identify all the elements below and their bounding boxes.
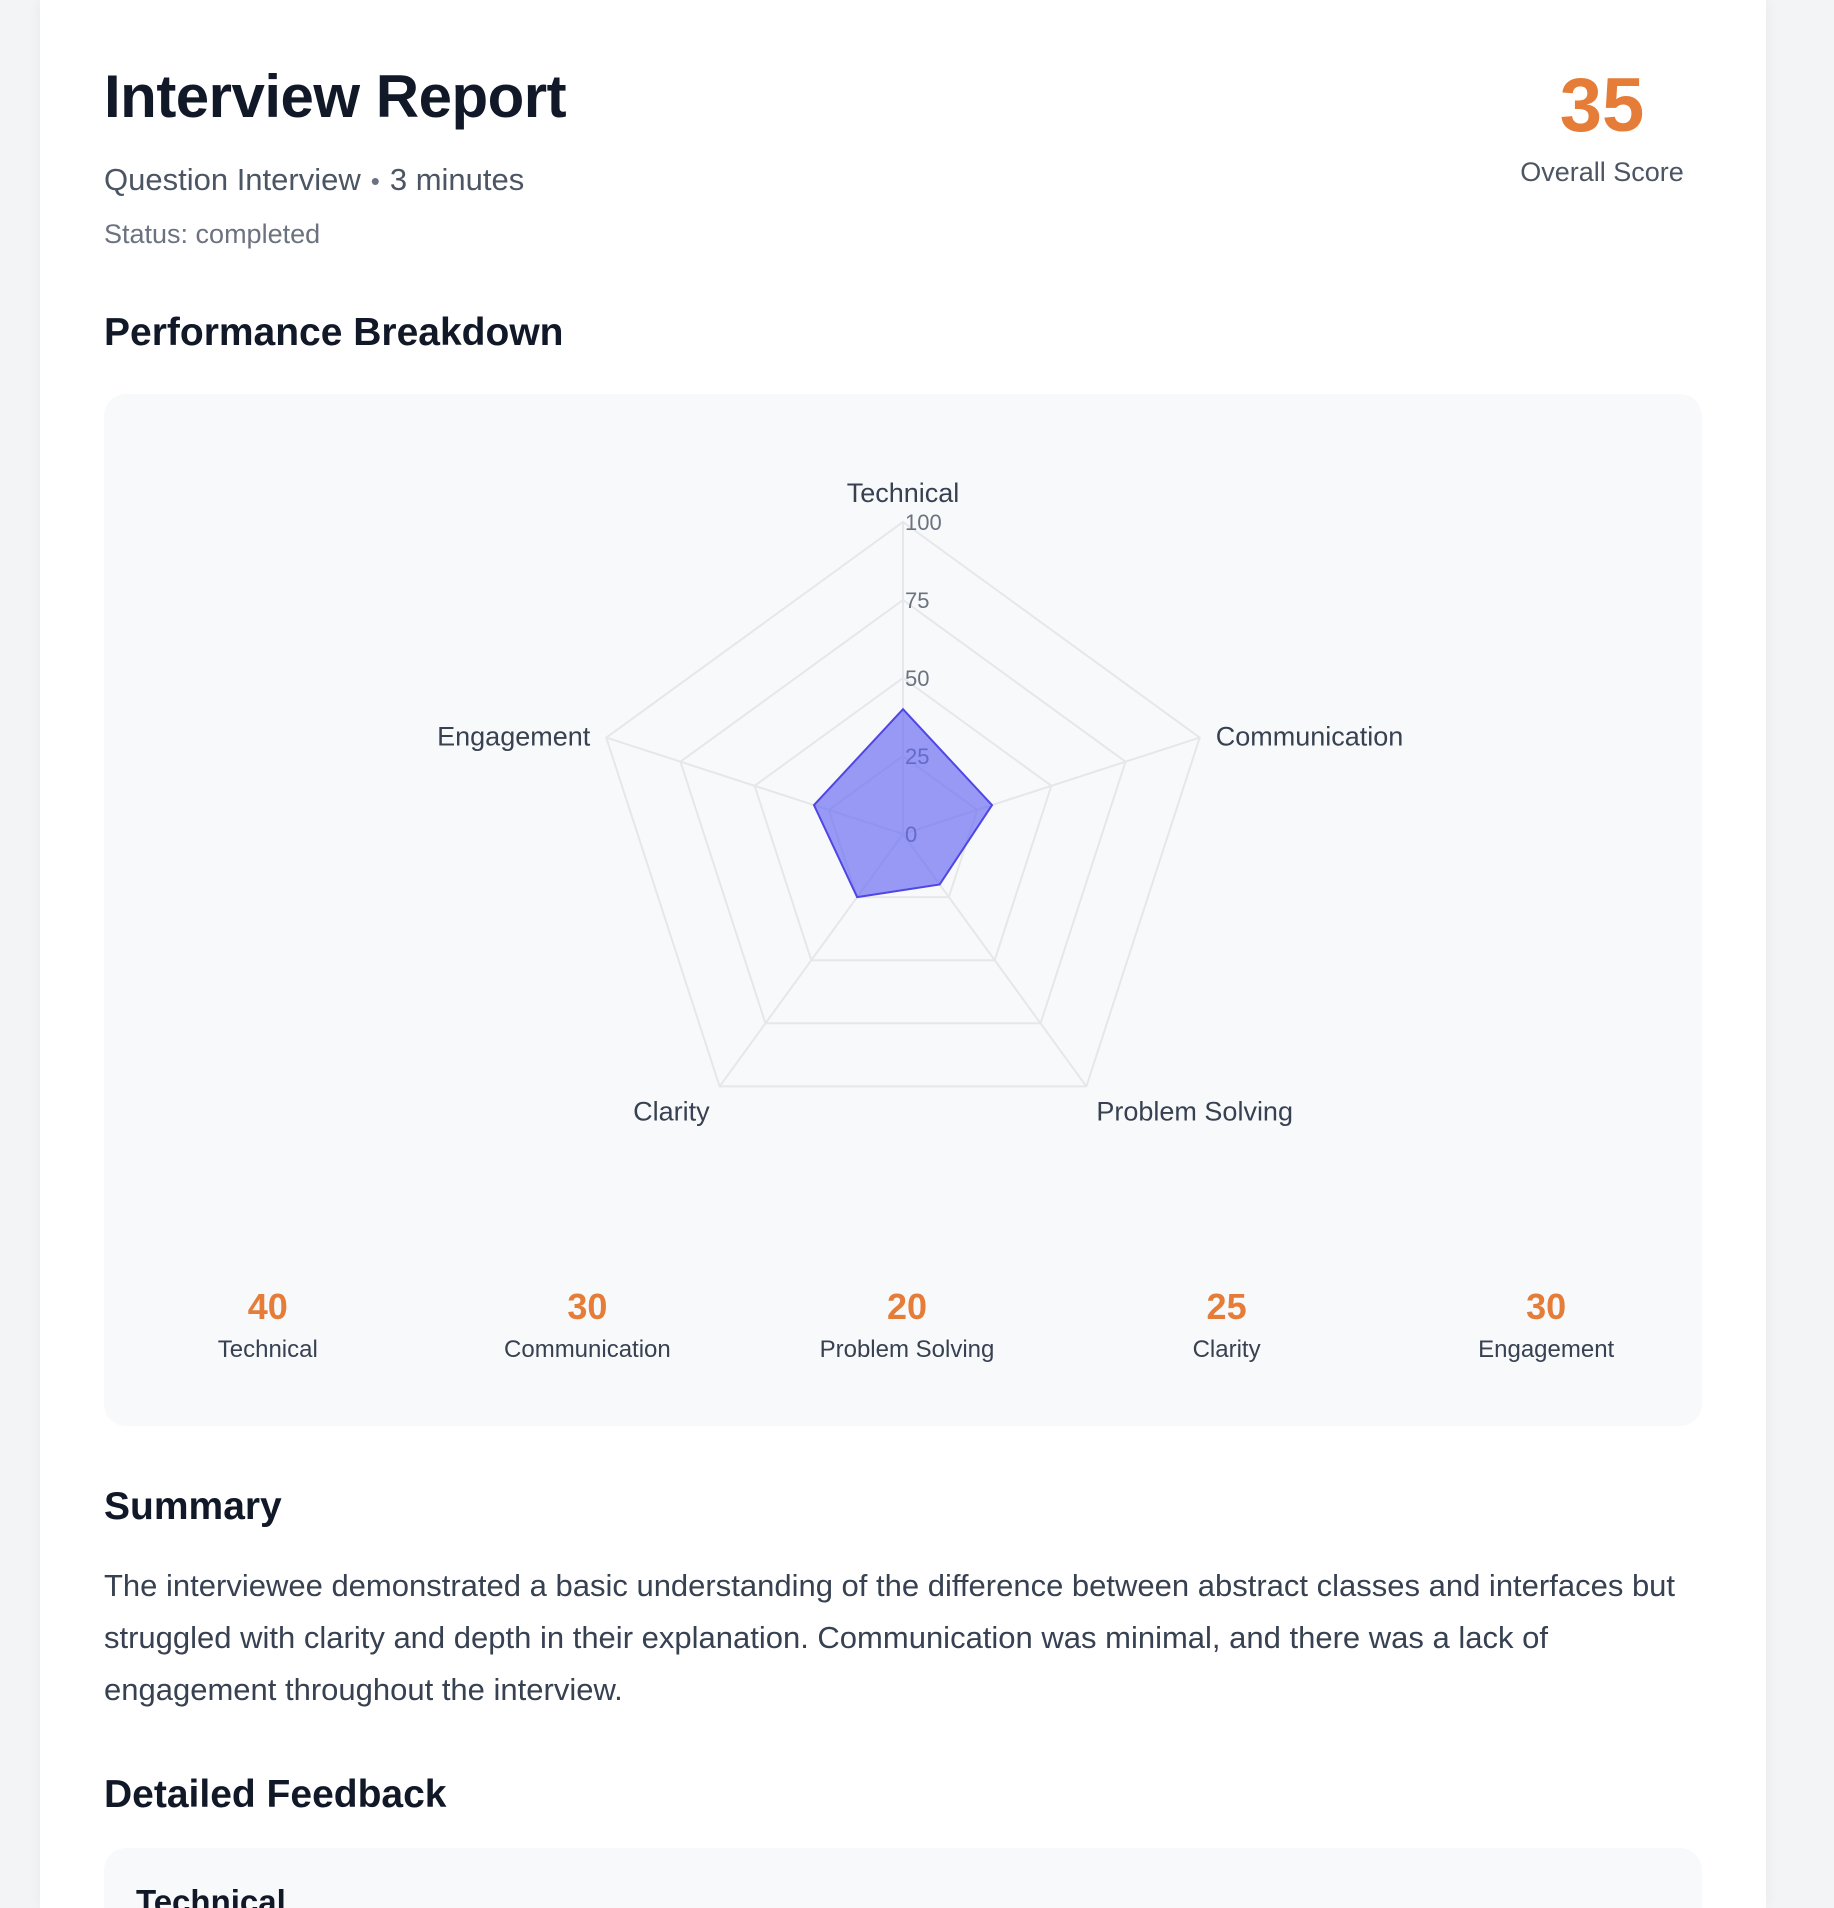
score-item: 30 Communication bbox=[424, 1284, 744, 1384]
status-text: Status: completed bbox=[104, 219, 321, 249]
radar-series-area bbox=[812, 707, 994, 899]
radar-axis-label: Problem Solving bbox=[1096, 1096, 1293, 1126]
radar-axis-label: Engagement bbox=[437, 722, 591, 752]
score-label: Clarity bbox=[1192, 1336, 1261, 1363]
feedback-item-title: Technical bbox=[136, 1883, 286, 1908]
score-label: Technical bbox=[217, 1336, 318, 1363]
overall-score-value: 35 bbox=[1559, 63, 1645, 148]
score-item: 25 Clarity bbox=[1063, 1284, 1383, 1384]
radar-axis-label: Clarity bbox=[633, 1096, 710, 1126]
score-value: 30 bbox=[567, 1286, 608, 1327]
meta-separator: • bbox=[370, 166, 380, 196]
score-value: 30 bbox=[1526, 1286, 1567, 1327]
radar-tick-label: 50 bbox=[905, 666, 929, 691]
interview-duration: 3 minutes bbox=[389, 162, 525, 197]
score-item: 40 Technical bbox=[104, 1284, 424, 1384]
feedback-title: Detailed Feedback bbox=[104, 1773, 447, 1816]
radar-axis-label: Communication bbox=[1216, 722, 1404, 752]
summary-title: Summary bbox=[104, 1485, 282, 1528]
overall-score-label: Overall Score bbox=[1520, 157, 1684, 187]
score-value: 25 bbox=[1206, 1286, 1247, 1327]
score-label: Problem Solving bbox=[819, 1336, 995, 1363]
score-item: 20 Problem Solving bbox=[743, 1284, 1063, 1384]
breakdown-title: Performance Breakdown bbox=[104, 311, 564, 354]
radar-axis-labels: Technical Communication Problem Solving Cla… bbox=[437, 478, 1403, 1126]
breakdown-panel: 0255075100 TechnicalCommunicationProblem… bbox=[104, 394, 1702, 1426]
score-item: 30 Engagement bbox=[1382, 1284, 1702, 1384]
interview-type: Question Interview bbox=[104, 162, 361, 197]
score-value: 20 bbox=[886, 1286, 927, 1327]
score-value: 40 bbox=[247, 1286, 288, 1327]
radar-grid-ring bbox=[605, 520, 1201, 1088]
radar-axis-label: Technical bbox=[847, 478, 960, 508]
radar-tick-label: 75 bbox=[905, 588, 929, 613]
radar-chart: 0255075100 TechnicalCommunicationProblem… bbox=[437, 478, 1403, 1126]
radar-tick-label: 100 bbox=[905, 510, 942, 535]
interview-meta: Question Interview • 3 minutes bbox=[104, 160, 524, 201]
score-grid: 40 Technical 30 Communication 20 Problem Solv… bbox=[104, 1284, 1702, 1384]
feedback-item: Technical bbox=[104, 1848, 1702, 1908]
radar-grid-ring bbox=[679, 598, 1127, 1025]
score-label: Communication bbox=[504, 1336, 671, 1363]
summary-text: The interviewee demonstrated a basic und… bbox=[104, 1568, 1676, 1707]
radar-series bbox=[812, 707, 994, 899]
score-label: Engagement bbox=[1478, 1336, 1615, 1363]
overall-score: 35 Overall Score bbox=[1502, 64, 1702, 190]
radar-grid-ring bbox=[753, 676, 1053, 962]
page-title: Interview Report bbox=[104, 63, 567, 130]
report-card: Interview Report Question Interview • 3 mi… bbox=[40, 0, 1766, 1908]
